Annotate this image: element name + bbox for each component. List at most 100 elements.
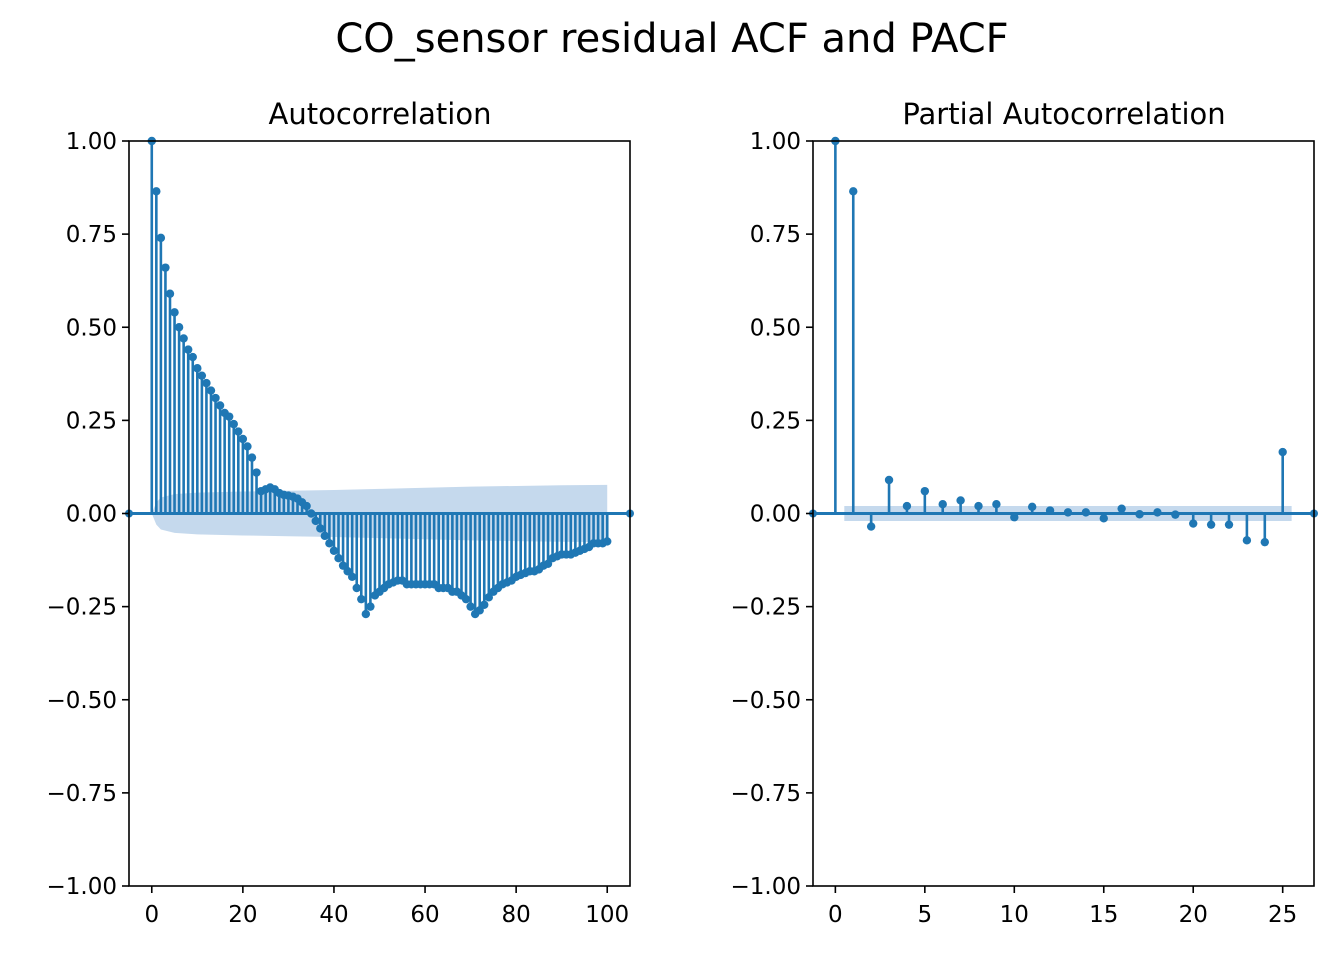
pacf-point-lag-6 bbox=[938, 499, 947, 509]
pacf-point-lag-11 bbox=[1027, 502, 1037, 511]
acf-point-lag-73 bbox=[480, 600, 489, 609]
acf-point-lag-6 bbox=[174, 323, 184, 332]
acf-point-lag-36 bbox=[311, 516, 320, 526]
acf-point-lag-18 bbox=[229, 419, 238, 429]
pacf-title: Partial Autocorrelation bbox=[902, 97, 1225, 131]
pacf-point-lag-5 bbox=[920, 486, 930, 496]
acf-xtick-label: 100 bbox=[585, 902, 629, 928]
acf-point-lag-4 bbox=[165, 289, 175, 298]
acf-point-lag-5 bbox=[170, 308, 179, 317]
pacf-point-lag-14 bbox=[1081, 508, 1091, 517]
acf-point-lag-37 bbox=[316, 524, 325, 533]
acf-point-lag-100 bbox=[603, 537, 612, 546]
pacf-point-lag-15 bbox=[1099, 514, 1108, 523]
pacf-point-lag-17 bbox=[1135, 510, 1144, 519]
acf-point-lag-70 bbox=[466, 602, 475, 611]
pacf-point-lag-7 bbox=[956, 496, 965, 505]
acf-xtick-label: 20 bbox=[228, 902, 257, 928]
pacf-ytick-label: 0.00 bbox=[750, 502, 801, 528]
pacf-point-lag-25 bbox=[1278, 447, 1287, 457]
acf-ytick-label: −0.50 bbox=[47, 688, 117, 714]
pacf-point-lag-22 bbox=[1224, 520, 1234, 529]
pacf-point-lag-12 bbox=[1045, 506, 1055, 515]
acf-ytick-label: 1.00 bbox=[66, 129, 117, 155]
pacf-point-lag-4 bbox=[902, 501, 912, 511]
acf-ytick-label: 0.50 bbox=[66, 315, 117, 341]
acf-point-lag-8 bbox=[184, 345, 193, 354]
pacf-point-lag-9 bbox=[992, 499, 1001, 509]
acf-point-lag-34 bbox=[302, 501, 311, 511]
acf-ytick-label: 0.25 bbox=[66, 408, 117, 434]
acf-point-lag-1 bbox=[152, 187, 161, 196]
acf-point-lag-39 bbox=[325, 539, 334, 548]
acf-point-lag-74 bbox=[484, 593, 494, 602]
acf-point-lag-46 bbox=[357, 594, 366, 604]
pacf-point-lag-13 bbox=[1063, 508, 1073, 517]
acf-point-lag-13 bbox=[206, 386, 216, 395]
acf-point-lag-69 bbox=[461, 594, 471, 604]
pacf-ytick-label: 1.00 bbox=[750, 129, 801, 155]
pacf-xtick-label: 0 bbox=[828, 902, 843, 928]
acf-point-lag-45 bbox=[352, 583, 361, 593]
acf-point-lag-15 bbox=[215, 401, 225, 410]
pacf-panel: 1.00 0.75 0.50 0.25 0.00 −0.25 −0.50 −0.75 −1.00… bbox=[731, 97, 1318, 928]
acf-point-lag-19 bbox=[234, 427, 243, 436]
acf-xtick-label: 80 bbox=[501, 902, 530, 928]
acf-point-lag-48 bbox=[366, 602, 375, 611]
acf-point-lag-7 bbox=[179, 334, 188, 343]
acf-ytick-label: −0.25 bbox=[47, 595, 117, 621]
acf-point-lag-21 bbox=[243, 442, 252, 451]
acf-point-lag-9 bbox=[188, 352, 197, 362]
pacf-xtick-label: 15 bbox=[1089, 902, 1118, 928]
pacf-xtick-label: 25 bbox=[1268, 902, 1297, 928]
pacf-point-lag-3 bbox=[884, 475, 894, 485]
pacf-point-lag-19 bbox=[1171, 510, 1180, 519]
acf-point-lag-72 bbox=[475, 606, 484, 615]
acf-point-lag-12 bbox=[202, 378, 211, 388]
acf-point-lag-20 bbox=[238, 434, 248, 444]
pacf-point-lag-1 bbox=[849, 187, 858, 196]
acf-point-lag-17 bbox=[225, 412, 234, 421]
acf-ytick-label: 0.00 bbox=[66, 502, 117, 528]
acf-point-lag-35 bbox=[306, 509, 316, 518]
pacf-ytick-label: −1.00 bbox=[731, 874, 801, 900]
acf-point-lag-40 bbox=[329, 546, 339, 555]
pacf-xtick-label: 20 bbox=[1179, 902, 1208, 928]
pacf-ytick-label: −0.75 bbox=[731, 781, 801, 807]
acf-point-lag-2 bbox=[156, 233, 166, 243]
pacf-point-lag-21 bbox=[1206, 520, 1216, 529]
pacf-point-lag-18 bbox=[1153, 508, 1162, 517]
acf-point-lag-44 bbox=[347, 572, 357, 582]
acf-point-lag-41 bbox=[334, 554, 343, 563]
pacf-point-lag-20 bbox=[1189, 519, 1198, 528]
acf-point-lag-10 bbox=[193, 364, 202, 373]
acf-point-lag-22 bbox=[247, 453, 257, 462]
acf-point-lag-14 bbox=[211, 393, 220, 403]
acf-point-lag-3 bbox=[161, 263, 170, 272]
pacf-ytick-label: −0.50 bbox=[731, 688, 801, 714]
acf-xtick-label: 60 bbox=[410, 902, 439, 928]
acf-xtick-label: 40 bbox=[319, 902, 348, 928]
pacf-xtick-label: 10 bbox=[1000, 902, 1029, 928]
figure-title: CO_sensor residual ACF and PACF bbox=[335, 16, 1008, 62]
pacf-ytick-label: −0.25 bbox=[731, 595, 801, 621]
acf-point-lag-38 bbox=[320, 531, 330, 541]
acf-point-lag-23 bbox=[252, 468, 261, 477]
pacf-ytick-label: 0.75 bbox=[750, 222, 801, 248]
acf-title: Autocorrelation bbox=[269, 97, 492, 131]
acf-point-lag-42 bbox=[338, 561, 348, 570]
pacf-ytick-label: 0.50 bbox=[750, 315, 801, 341]
pacf-xtick-label: 5 bbox=[918, 902, 933, 928]
acf-panel: 1.00 0.75 0.50 0.25 0.00 −0.25 −0.50 −0.75 −1.00… bbox=[47, 97, 634, 928]
acf-ytick-label: −1.00 bbox=[47, 874, 117, 900]
pacf-ytick-label: 0.25 bbox=[750, 408, 801, 434]
pacf-point-lag-23 bbox=[1242, 536, 1252, 545]
acf-point-lag-87 bbox=[543, 559, 553, 568]
acf-ytick-label: 0.75 bbox=[66, 222, 117, 248]
acf-ytick-label: −0.75 bbox=[47, 781, 117, 807]
pacf-point-lag-2 bbox=[866, 522, 876, 531]
pacf-point-lag-16 bbox=[1117, 504, 1126, 513]
acf-point-lag-47 bbox=[361, 609, 371, 619]
acf-point-lag-43 bbox=[343, 567, 352, 576]
